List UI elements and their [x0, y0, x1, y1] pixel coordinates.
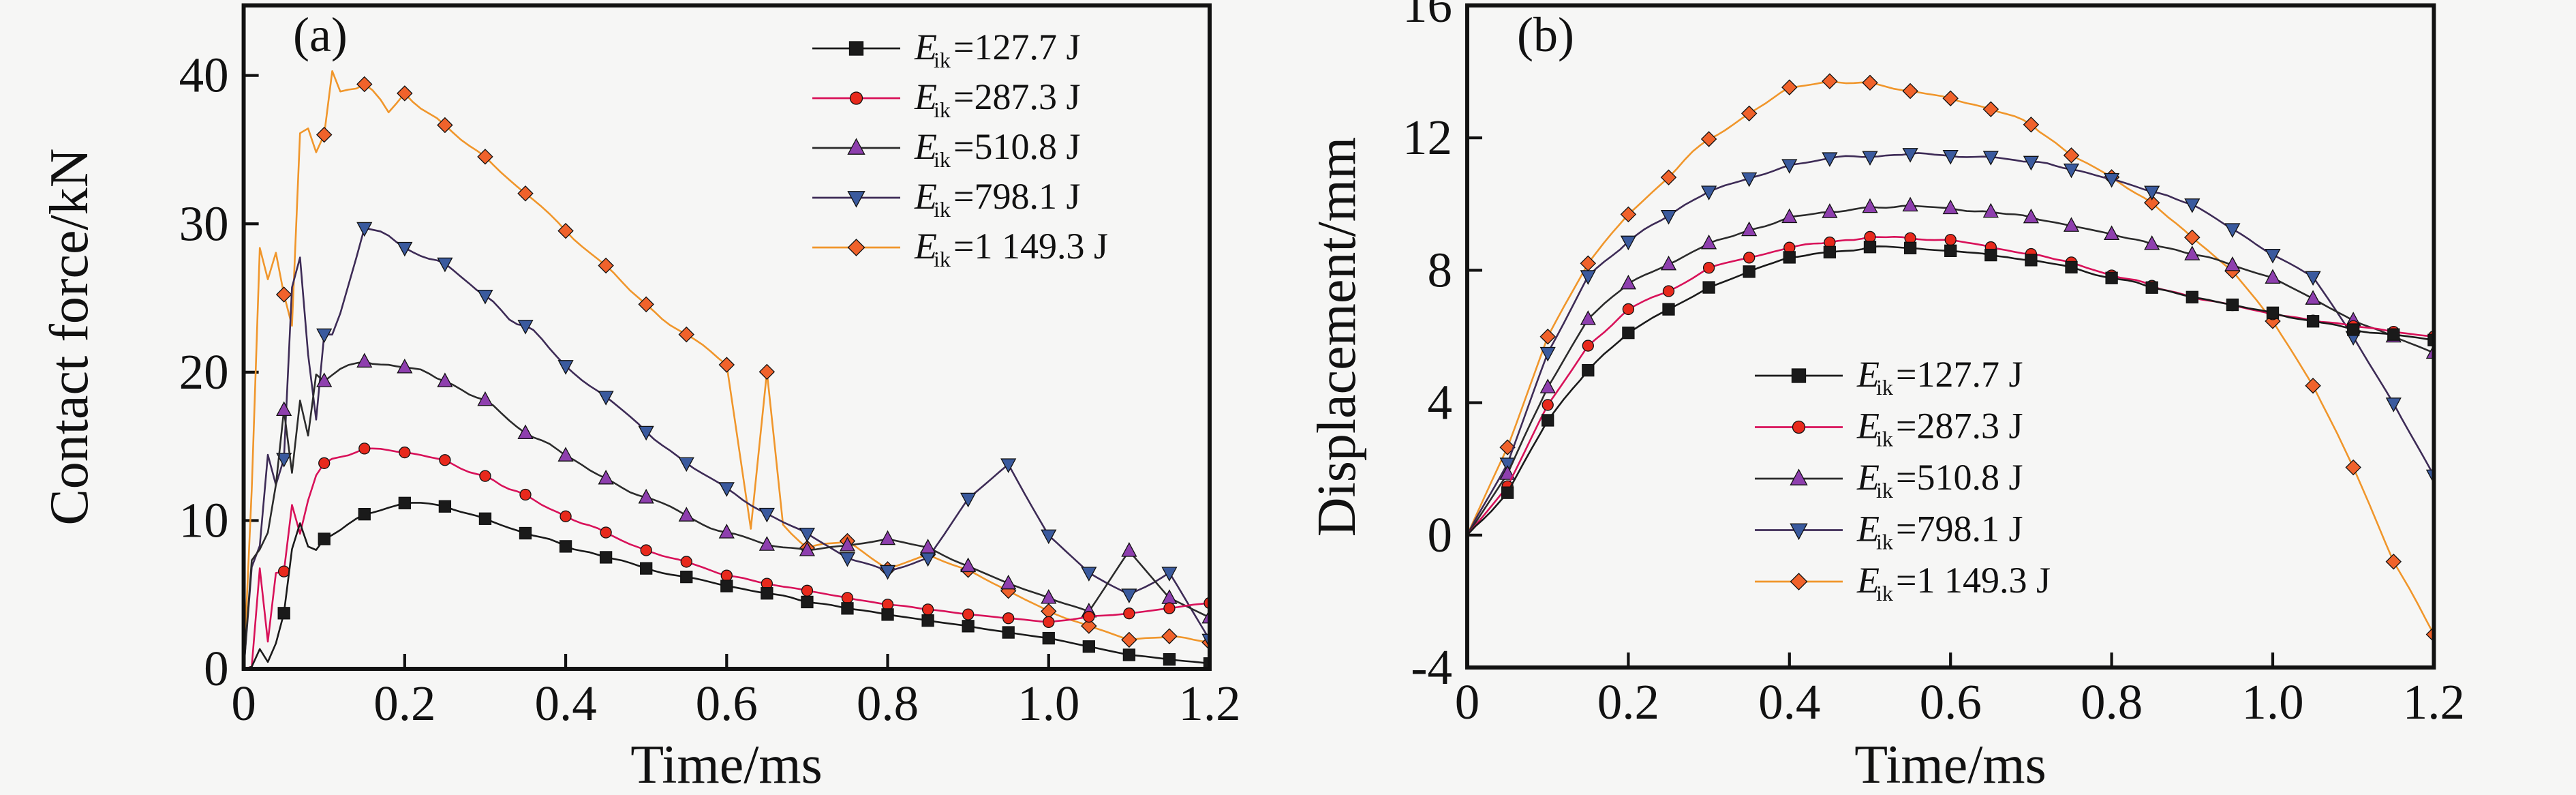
- svg-text:=510.8 J: =510.8 J: [1896, 457, 2023, 498]
- svg-text:ik: ik: [934, 197, 951, 222]
- svg-text:0.4: 0.4: [534, 676, 596, 731]
- svg-text:0: 0: [231, 676, 256, 731]
- svg-text:0.4: 0.4: [1758, 674, 1820, 730]
- svg-text:0.2: 0.2: [1597, 674, 1659, 730]
- svg-text:0: 0: [204, 641, 229, 696]
- svg-text:0: 0: [1455, 674, 1480, 730]
- svg-text:=1 149.3 J: =1 149.3 J: [1896, 560, 2051, 601]
- svg-text:ik: ik: [1876, 375, 1893, 400]
- svg-text:30: 30: [179, 196, 229, 251]
- svg-text:ik: ik: [1876, 581, 1893, 605]
- svg-text:ik: ik: [1876, 530, 1893, 554]
- svg-text:ik: ik: [934, 48, 951, 72]
- svg-text:0: 0: [1428, 507, 1453, 562]
- svg-text:12: 12: [1402, 110, 1452, 165]
- svg-text:0.6: 0.6: [1920, 674, 1982, 730]
- svg-text:ik: ik: [934, 247, 951, 271]
- svg-text:0.8: 0.8: [857, 676, 919, 731]
- svg-text:10: 10: [179, 492, 229, 548]
- svg-text:ik: ik: [1876, 478, 1893, 502]
- svg-text:0.6: 0.6: [696, 676, 758, 731]
- svg-text:ik: ik: [934, 147, 951, 172]
- svg-text:ik: ik: [934, 97, 951, 122]
- svg-text:Contact force/kN: Contact force/kN: [40, 148, 99, 525]
- svg-text:1.0: 1.0: [2241, 674, 2303, 730]
- svg-text:=127.7 J: =127.7 J: [1896, 354, 2023, 395]
- svg-text:40: 40: [179, 48, 229, 103]
- svg-text:ik: ik: [1876, 427, 1893, 451]
- svg-text:1.0: 1.0: [1017, 676, 1079, 731]
- svg-text:=1 149.3 J: =1 149.3 J: [953, 226, 1108, 267]
- svg-text:16: 16: [1402, 0, 1452, 33]
- svg-text:0.2: 0.2: [373, 676, 435, 731]
- svg-text:8: 8: [1428, 242, 1453, 297]
- svg-text:Time/ms: Time/ms: [1854, 735, 2046, 795]
- svg-text:(a): (a): [293, 7, 348, 62]
- svg-text:=798.1 J: =798.1 J: [1896, 509, 2023, 550]
- svg-text:20: 20: [179, 344, 229, 400]
- svg-text:Displacement/mm: Displacement/mm: [1307, 137, 1367, 537]
- svg-text:=287.3 J: =287.3 J: [953, 76, 1080, 117]
- svg-text:(b): (b): [1517, 7, 1574, 62]
- svg-text:4: 4: [1428, 375, 1453, 430]
- svg-text:=127.7 J: =127.7 J: [953, 27, 1080, 68]
- svg-text:1.2: 1.2: [2403, 674, 2465, 730]
- svg-text:=798.1 J: =798.1 J: [953, 176, 1080, 217]
- svg-text:=287.3 J: =287.3 J: [1896, 406, 2023, 447]
- svg-text:1.2: 1.2: [1178, 676, 1240, 731]
- svg-text:0.8: 0.8: [2081, 674, 2143, 730]
- svg-text:=510.8 J: =510.8 J: [953, 126, 1080, 167]
- svg-text:-4: -4: [1411, 640, 1452, 695]
- svg-text:Time/ms: Time/ms: [630, 735, 823, 795]
